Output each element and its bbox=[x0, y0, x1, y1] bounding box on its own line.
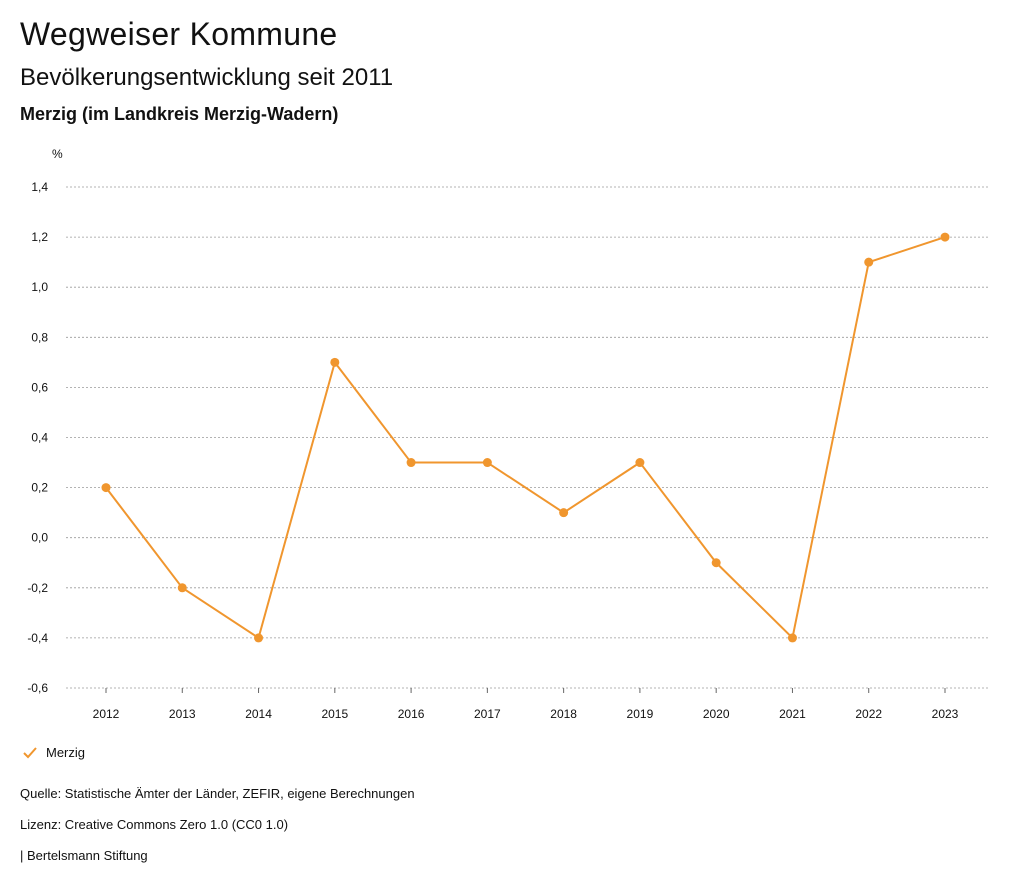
y-tick-label: 0,6 bbox=[31, 380, 48, 394]
y-tick-label: -0,2 bbox=[27, 581, 48, 595]
y-tick-label: 1,0 bbox=[31, 280, 48, 294]
source-note: Quelle: Statistische Ämter der Länder, Z… bbox=[20, 786, 415, 801]
y-tick-label: 1,4 bbox=[31, 180, 48, 194]
legend-label: Merzig bbox=[46, 745, 86, 760]
x-tick-label: 2016 bbox=[398, 707, 425, 721]
x-tick-label: 2018 bbox=[550, 707, 577, 721]
page-title: Wegweiser Kommune bbox=[20, 16, 338, 52]
y-unit-label: % bbox=[52, 147, 63, 161]
y-tick-label: -0,6 bbox=[27, 681, 48, 695]
x-tick-label: 2012 bbox=[93, 707, 120, 721]
y-tick-label: 0,4 bbox=[31, 431, 48, 445]
data-point[interactable] bbox=[254, 633, 264, 643]
region-label: Merzig (im Landkreis Merzig-Wadern) bbox=[20, 104, 339, 124]
data-point[interactable] bbox=[406, 458, 416, 468]
data-point[interactable] bbox=[101, 483, 111, 493]
x-tick-label: 2019 bbox=[627, 707, 654, 721]
axis-labels: % -0,6 -0,4 -0,2 0,0 0,2 0,4 0,6 0,8 1,0 1,2 1,4 201… bbox=[27, 147, 958, 721]
x-tick-label: 2014 bbox=[245, 707, 272, 721]
x-tick-label: 2020 bbox=[703, 707, 730, 721]
y-tick-label: 1,2 bbox=[31, 230, 48, 244]
data-point[interactable] bbox=[864, 257, 874, 267]
data-point[interactable] bbox=[635, 458, 645, 468]
series-line bbox=[105, 236, 946, 639]
data-point[interactable] bbox=[177, 583, 187, 593]
license-note: Lizenz: Creative Commons Zero 1.0 (CC0 1… bbox=[20, 817, 289, 832]
data-point[interactable] bbox=[330, 357, 340, 367]
x-tick-label: 2017 bbox=[474, 707, 501, 721]
chart-subtitle: Bevölkerungsentwicklung seit 2011 bbox=[20, 64, 394, 91]
data-point[interactable] bbox=[787, 633, 797, 643]
data-point[interactable] bbox=[482, 458, 492, 468]
data-point[interactable] bbox=[940, 232, 950, 242]
y-tick-label: 0,0 bbox=[31, 531, 48, 545]
data-point[interactable] bbox=[559, 508, 569, 518]
data-point[interactable] bbox=[711, 558, 721, 568]
y-tick-label: 0,2 bbox=[31, 481, 48, 495]
x-tick-label: 2013 bbox=[169, 707, 196, 721]
brand-note: | Bertelsmann Stiftung bbox=[20, 848, 148, 863]
x-tick-label: 2023 bbox=[932, 707, 959, 721]
x-tick-label: 2021 bbox=[779, 707, 806, 721]
line-chart: % -0,6 -0,4 -0,2 0,0 0,2 0,4 0,6 0,8 1,0 1,2 1,4 201… bbox=[27, 147, 990, 721]
check-icon bbox=[23, 746, 37, 758]
y-tick-label: 0,8 bbox=[31, 330, 48, 344]
x-tick-label: 2015 bbox=[321, 707, 348, 721]
y-tick-label: -0,4 bbox=[27, 631, 48, 645]
legend[interactable]: Merzig bbox=[22, 745, 85, 760]
series-merzig bbox=[101, 232, 950, 643]
x-tick-label: 2022 bbox=[855, 707, 882, 721]
grid-lines bbox=[66, 186, 990, 689]
